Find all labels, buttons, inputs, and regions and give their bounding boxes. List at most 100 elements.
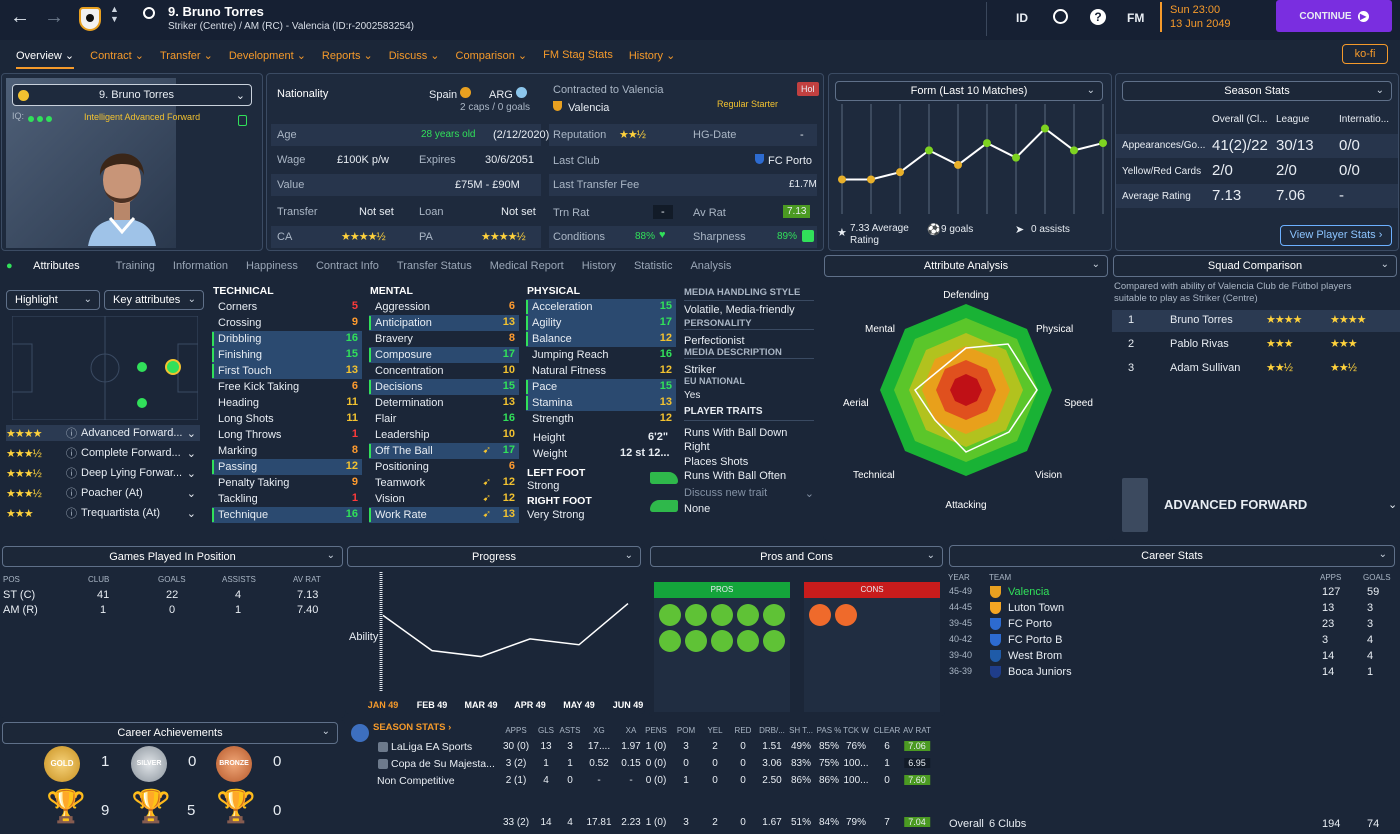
attribute-row[interactable]: Composure 17 (369, 347, 519, 363)
achv-header[interactable]: Career Achievements ⌄ (2, 722, 338, 744)
attribute-row[interactable]: Natural Fitness 12 (526, 363, 676, 379)
tab-analysis[interactable]: Analysis (690, 260, 732, 272)
gpip-header[interactable]: Games Played In Position ⌄ (2, 546, 343, 567)
nav-reports[interactable]: Reports ⌄ (321, 50, 373, 62)
tab-contract-info[interactable]: Contract Info (315, 260, 379, 272)
nav-overview[interactable]: Overview ⌄ (16, 49, 75, 69)
role-row[interactable]: ★★★½ ⓘ Complete Forward... ⌄ (6, 447, 196, 460)
tab-happiness[interactable]: Happiness (245, 260, 298, 272)
help-icon[interactable]: ? (1090, 9, 1106, 25)
form-point[interactable] (1041, 124, 1049, 133)
attribute-row[interactable]: Pace 15 (526, 379, 676, 395)
role-row[interactable]: ★★★½ ⓘ Deep Lying Forwar... ⌄ (6, 467, 196, 480)
player-name-select[interactable]: 9. Bruno Torres ⌄ (12, 84, 252, 106)
key-attributes-select[interactable]: Key attributes ⌄ (104, 290, 204, 310)
kofi-button[interactable]: ko-fi (1342, 44, 1388, 64)
attribute-row[interactable]: Heading 11 (212, 395, 362, 411)
role-row[interactable]: ★★★½ ⓘ Poacher (At) ⌄ (6, 487, 196, 500)
attribute-row[interactable]: Strength 12 (526, 411, 676, 427)
analysis-header[interactable]: Attribute Analysis ⌄ (824, 255, 1108, 277)
attribute-row[interactable]: Off The Ball ➹ 17 (369, 443, 519, 459)
attribute-row[interactable]: Penalty Taking 9 (212, 475, 362, 491)
tab-transfer-status[interactable]: Transfer Status (396, 260, 472, 272)
form-point[interactable] (896, 168, 904, 177)
globe-icon[interactable] (1053, 9, 1068, 24)
form-point[interactable] (1070, 146, 1078, 155)
career-team[interactable]: Boca Juniors (1008, 666, 1072, 678)
attribute-row[interactable]: Stamina 13 (526, 395, 676, 411)
attribute-row[interactable]: Passing 12 (212, 459, 362, 475)
tab-medical-report[interactable]: Medical Report (489, 260, 564, 272)
form-point[interactable] (1099, 139, 1107, 148)
nav-development[interactable]: Development ⌄ (228, 50, 306, 62)
attribute-row[interactable]: Finishing 15 (212, 347, 362, 363)
attribute-row[interactable]: Bravery 8 (369, 331, 519, 347)
club-switch-icon[interactable]: ▲ ▼ (110, 4, 119, 24)
attribute-row[interactable]: Determination 13 (369, 395, 519, 411)
form-point[interactable] (838, 175, 846, 184)
attribute-row[interactable]: Dribbling 16 (212, 331, 362, 347)
attribute-row[interactable]: Crossing 9 (212, 315, 362, 331)
career-team[interactable]: Valencia (1008, 586, 1050, 598)
tab-information[interactable]: Information (172, 260, 228, 272)
attribute-row[interactable]: Agility 17 (526, 315, 676, 331)
attribute-row[interactable]: Leadership 10 (369, 427, 519, 443)
career-row[interactable]: 36-39 Boca Juniors 14 1 (947, 664, 1400, 680)
sstats-row[interactable]: Non Competitive 2 (1) 4 0 - - 0 (0) 1 0 0 2.50 86% 8… (345, 773, 945, 790)
form-header[interactable]: Form (Last 10 Matches) ⌄ (835, 81, 1103, 101)
attribute-row[interactable]: Corners 5 (212, 299, 362, 315)
form-point[interactable] (867, 175, 875, 184)
fm-button[interactable]: FM (1127, 11, 1145, 25)
squad-role-chevron-icon[interactable]: ⌄ (1388, 499, 1398, 511)
form-point[interactable] (1012, 153, 1020, 162)
nav-history[interactable]: History ⌄ (628, 50, 676, 62)
attribute-row[interactable]: Long Throws 1 (212, 427, 362, 443)
career-row[interactable]: 45-49 Valencia 127 59 (947, 584, 1400, 600)
career-row[interactable]: 40-42 FC Porto B 3 4 (947, 632, 1400, 648)
nav-fm-stag-stats[interactable]: FM Stag Stats (543, 49, 613, 61)
attribute-row[interactable]: Decisions 15 (369, 379, 519, 395)
search-icon[interactable] (143, 7, 155, 19)
form-point[interactable] (925, 146, 933, 155)
sstats-row[interactable]: Copa de Su Majesta... 3 (2) 1 1 0.52 0.15 0 (0… (345, 756, 945, 773)
attribute-row[interactable]: Work Rate ➹ 13 (369, 507, 519, 523)
career-row[interactable]: 39-45 FC Porto 23 3 (947, 616, 1400, 632)
career-team[interactable]: FC Porto (1008, 618, 1053, 630)
sstats-row[interactable]: LaLiga EA Sports 30 (0) 13 3 17.... 1.97 1 (0)… (345, 739, 945, 756)
role-row[interactable]: ★★★★ ⓘ Advanced Forward... ⌄ (6, 425, 200, 441)
tab-training[interactable]: Training (115, 260, 155, 272)
role-lock-icon[interactable] (238, 115, 247, 126)
attribute-row[interactable]: Flair 16 (369, 411, 519, 427)
attribute-row[interactable]: Jumping Reach 16 (526, 347, 676, 363)
attribute-row[interactable]: Marking 8 (212, 443, 362, 459)
form-point[interactable] (983, 139, 991, 148)
squad-row[interactable] (1112, 310, 1400, 332)
attribute-row[interactable]: Concentration 10 (369, 363, 519, 379)
attribute-row[interactable]: Technique 16 (212, 507, 362, 523)
role-row[interactable]: ★★★ ⓘ Trequartista (At) ⌄ (6, 507, 196, 520)
career-header[interactable]: Career Stats ⌄ (949, 545, 1395, 567)
back-icon[interactable]: ← (10, 6, 30, 28)
attribute-row[interactable]: Tackling 1 (212, 491, 362, 507)
continue-button[interactable]: CONTINUE ▶ (1276, 0, 1392, 32)
season-header[interactable]: Season Stats ⌄ (1122, 81, 1392, 101)
tab-history[interactable]: History (581, 260, 616, 272)
form-point[interactable] (954, 160, 962, 169)
attribute-row[interactable]: Teamwork ➹ 12 (369, 475, 519, 491)
attribute-row[interactable]: Long Shots 11 (212, 411, 362, 427)
id-button[interactable]: ID (1016, 11, 1028, 25)
highlight-select[interactable]: Highlight ⌄ (6, 290, 100, 310)
attribute-row[interactable]: Free Kick Taking 6 (212, 379, 362, 395)
career-row[interactable]: 39-40 West Brom 14 4 (947, 648, 1400, 664)
attribute-row[interactable]: First Touch 13 (212, 363, 362, 379)
discuss-trait-button[interactable]: Discuss new trait ⌄ (684, 487, 814, 500)
tab-attributes[interactable]: ● Attributes (6, 260, 80, 272)
view-player-stats-button[interactable]: View Player Stats › (1280, 225, 1392, 246)
attribute-row[interactable]: Balance 12 (526, 331, 676, 347)
progress-header[interactable]: Progress ⌄ (347, 546, 641, 567)
attribute-row[interactable]: Positioning 6 (369, 459, 519, 475)
attribute-row[interactable]: Acceleration 15 (526, 299, 676, 315)
attribute-row[interactable]: Vision ➹ 12 (369, 491, 519, 507)
squad-header[interactable]: Squad Comparison ⌄ (1113, 255, 1397, 277)
nav-discuss[interactable]: Discuss ⌄ (388, 50, 440, 62)
